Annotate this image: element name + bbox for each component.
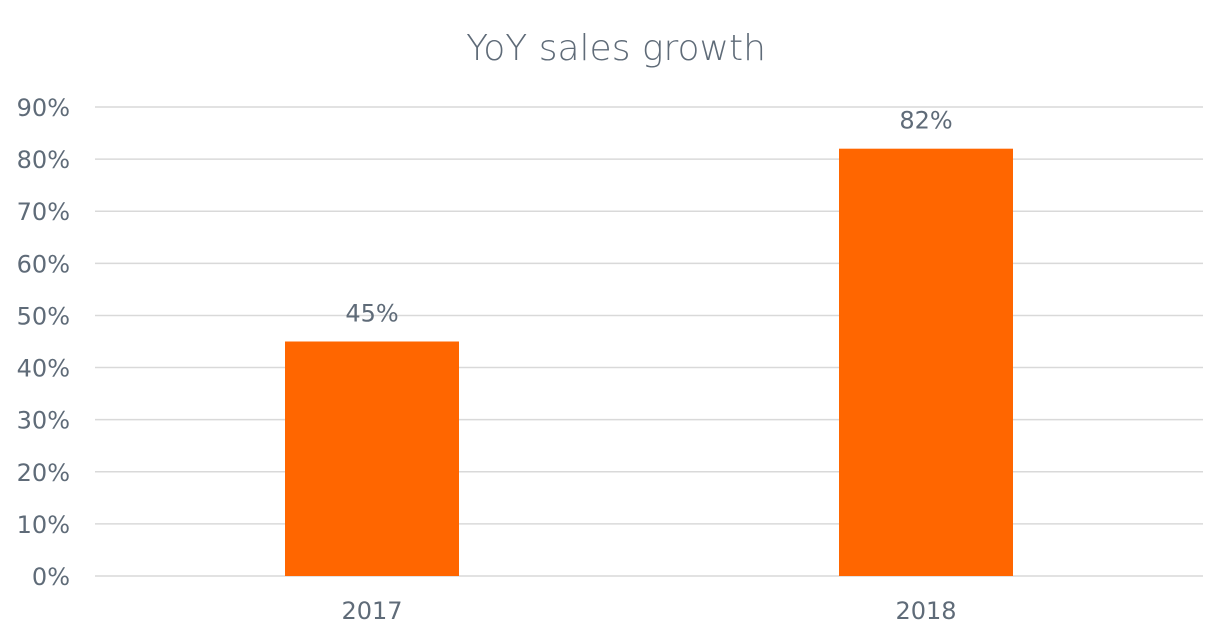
y-tick-label: 20% bbox=[17, 459, 70, 487]
x-category-label: 2017 bbox=[341, 597, 402, 625]
y-tick-label: 0% bbox=[32, 563, 70, 591]
y-axis-tick-labels: 0% 10% 20% 30% 40% 50% 60% 70% 80% 90% bbox=[17, 94, 70, 591]
bar-2018 bbox=[839, 148, 1013, 576]
y-tick-label: 90% bbox=[17, 94, 70, 122]
data-labels: 45% 82% bbox=[345, 107, 952, 328]
data-label-2017: 45% bbox=[345, 300, 398, 328]
y-tick-label: 40% bbox=[17, 355, 70, 383]
bars bbox=[285, 148, 1013, 576]
data-label-2018: 82% bbox=[899, 107, 952, 135]
y-tick-label: 80% bbox=[17, 146, 70, 174]
gridlines bbox=[95, 106, 1203, 577]
y-tick-label: 30% bbox=[17, 407, 70, 435]
x-category-label: 2018 bbox=[895, 597, 956, 625]
y-tick-label: 70% bbox=[17, 198, 70, 226]
x-axis-category-labels: 2017 2018 bbox=[341, 597, 956, 625]
y-tick-label: 60% bbox=[17, 250, 70, 278]
chart-title: YoY sales growth bbox=[466, 28, 766, 69]
bar-2017 bbox=[285, 341, 459, 576]
y-tick-label: 50% bbox=[17, 302, 70, 330]
y-tick-label: 10% bbox=[17, 511, 70, 539]
